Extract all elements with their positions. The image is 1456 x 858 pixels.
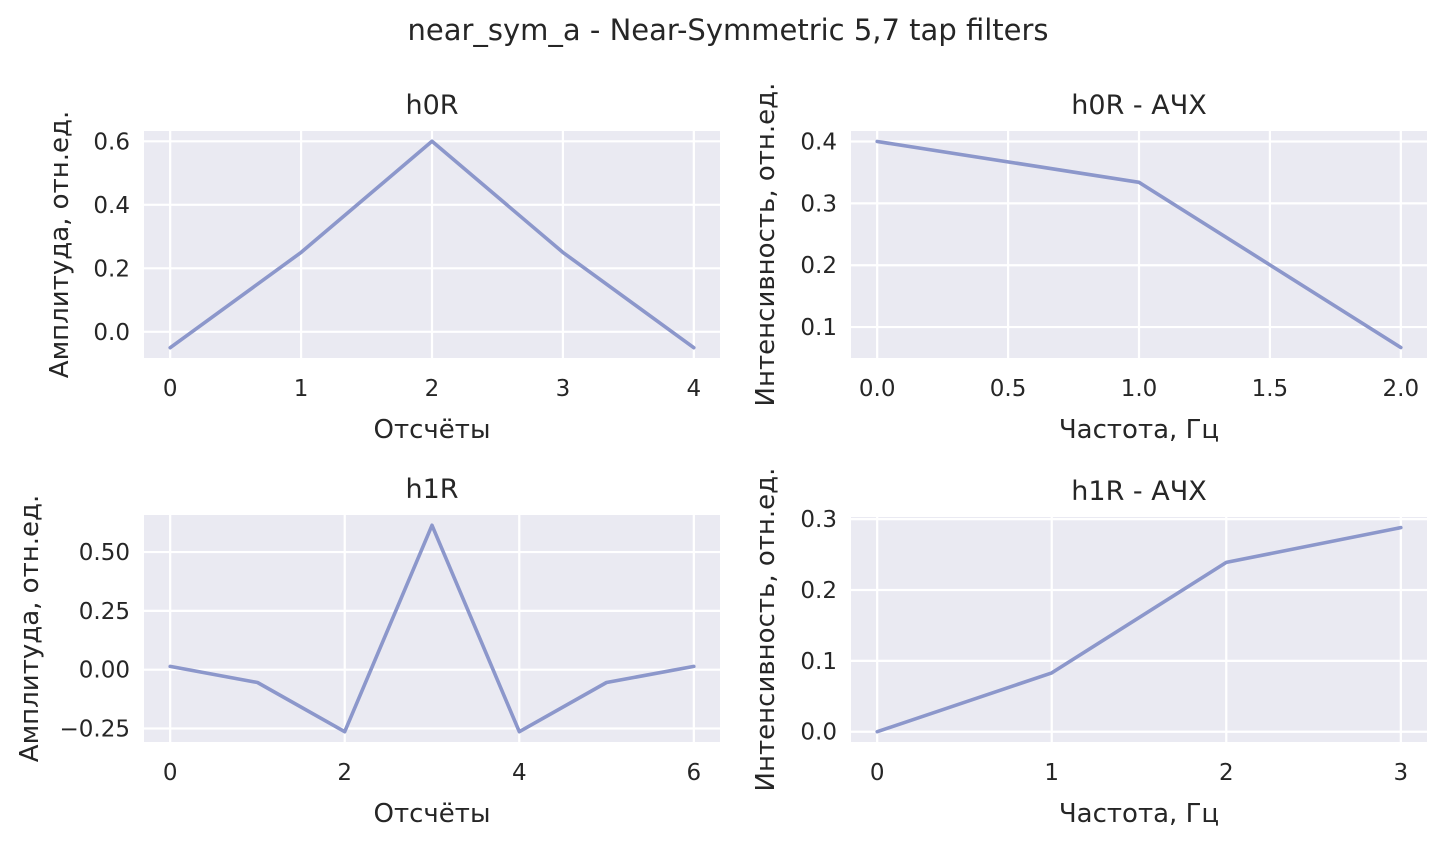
y-tick-label: 0.4 <box>800 130 837 156</box>
subplot-title: h0R - АЧХ <box>1071 90 1206 121</box>
y-tick-label: 0.25 <box>79 599 130 625</box>
y-tick-label: 0.3 <box>800 507 837 533</box>
y-tick-label: 0.0 <box>93 320 130 346</box>
y-tick-label: 0.3 <box>800 191 837 217</box>
plot-area <box>144 515 720 742</box>
subplot-h1r-frequency-response: h1R - АЧХ Частота, Гц Интенсивность, отн… <box>751 468 1427 829</box>
x-tick-label: 2.0 <box>1383 376 1420 402</box>
y-tick-label: 0.6 <box>93 129 130 155</box>
plot-background <box>851 517 1427 742</box>
series-line <box>875 525 1403 734</box>
y-tick-label: −0.25 <box>60 716 130 742</box>
y-tick-label: 0.00 <box>79 658 130 684</box>
x-axis-label: Частота, Гц <box>1059 415 1219 445</box>
x-tick-label: 0.5 <box>990 376 1027 402</box>
subplot-h0r-frequency-response: h0R - АЧХ Частота, Гц Интенсивность, отн… <box>751 83 1427 445</box>
x-tick-label: 3 <box>556 376 571 402</box>
x-tick-label: 1 <box>294 376 309 402</box>
y-tick-label: 0.2 <box>800 253 837 279</box>
plot-area <box>144 131 720 358</box>
subplot-title: h1R <box>405 474 458 505</box>
y-axis-label: Амплитуда, отн.ед. <box>15 495 45 762</box>
y-tick-label: 0.4 <box>93 193 130 219</box>
y-axis-label: Амплитуда, отн.ед. <box>45 111 75 378</box>
y-axis-label: Интенсивность, отн.ед. <box>751 83 781 407</box>
y-tick-label: 0.1 <box>800 315 837 341</box>
x-tick-label: 6 <box>686 760 701 786</box>
y-tick-label: 0.2 <box>800 578 837 604</box>
x-tick-label: 1 <box>1044 760 1059 786</box>
x-tick-label: 2 <box>1219 760 1234 786</box>
x-tick-label: 4 <box>512 760 527 786</box>
x-tick-label: 0 <box>163 760 178 786</box>
subplot-h1r: h1R Отсчёты Амплитуда, отн.ед. 0 2 4 6 −0.25… <box>15 474 720 829</box>
x-tick-label: 3 <box>1393 760 1408 786</box>
x-tick-label: 0 <box>870 760 885 786</box>
plot-area <box>851 131 1427 358</box>
y-tick-label: 0.0 <box>800 720 837 746</box>
x-tick-label: 4 <box>686 376 701 402</box>
y-tick-label: 0.2 <box>93 256 130 282</box>
x-tick-label: 2 <box>337 760 352 786</box>
x-axis-label: Частота, Гц <box>1059 799 1219 829</box>
y-axis-label: Интенсивность, отн.ед. <box>751 468 781 792</box>
subplot-h0r: h0R Отсчёты Амплитуда, отн.ед. 0 1 2 3 4 0.0 0… <box>45 90 720 445</box>
plot-background <box>144 515 720 742</box>
subplot-title: h1R - АЧХ <box>1071 476 1206 507</box>
x-tick-label: 1.5 <box>1252 376 1289 402</box>
y-tick-label: 0.1 <box>800 649 837 675</box>
figure-suptitle: near_sym_a - Near-Symmetric 5,7 tap filt… <box>407 13 1048 47</box>
y-tick-label: 0.50 <box>79 540 130 566</box>
subplot-title: h0R <box>405 90 458 121</box>
x-tick-label: 0 <box>163 376 178 402</box>
x-tick-label: 2 <box>425 376 440 402</box>
plot-area <box>851 517 1427 742</box>
x-tick-label: 1.0 <box>1121 376 1158 402</box>
x-axis-label: Отсчёты <box>374 799 491 829</box>
x-axis-label: Отсчёты <box>374 415 491 445</box>
x-tick-label: 0.0 <box>859 376 896 402</box>
